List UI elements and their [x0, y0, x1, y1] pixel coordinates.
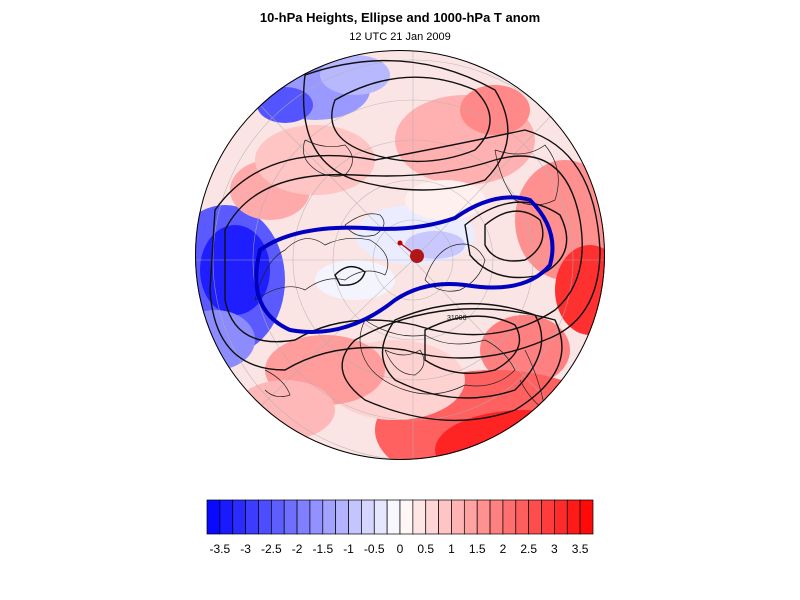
graticule	[195, 50, 605, 460]
colorbar-box	[463, 499, 478, 535]
colorbar-tick-label: -0.5	[364, 542, 385, 556]
colorbar-box	[502, 499, 517, 535]
colorbar-box	[309, 499, 324, 535]
colorbar-box	[476, 499, 491, 535]
colorbar-tick-label: 1	[448, 542, 455, 556]
pole-dot	[397, 240, 403, 246]
contour-label: 31000	[447, 315, 467, 322]
colorbar-box	[399, 499, 414, 535]
vortex-ellipse	[254, 195, 555, 334]
colorbar-box	[258, 499, 272, 535]
colorbar-box	[451, 499, 465, 535]
colorbar-box	[219, 499, 234, 535]
colorbar-box	[528, 499, 542, 535]
colorbar-tick-label: 2.5	[520, 542, 537, 556]
figure-title: 10-hPa Heights, Ellipse and 1000-hPa T a…	[259, 10, 541, 25]
colorbar-tick-label: 3	[551, 542, 558, 556]
ellipse-center-marker	[410, 249, 424, 263]
colorbar-box	[515, 499, 530, 535]
colorbar-box	[541, 499, 555, 535]
map-border	[195, 50, 605, 460]
colorbar-box	[386, 499, 401, 535]
colorbar-box	[283, 499, 298, 535]
colorbar-tick-label: -3.5	[210, 542, 231, 556]
colorbar-box	[425, 499, 439, 535]
colorbar-tick-label: 0.5	[417, 542, 434, 556]
colorbar-tick-label: 1.5	[469, 542, 486, 556]
polar-map: 31000	[195, 50, 605, 460]
colorbar-tick-label: -2	[292, 542, 303, 556]
colorbar-tick-label: -3	[240, 542, 251, 556]
colorbar-box	[206, 499, 221, 535]
colorbar-box	[245, 499, 259, 535]
colorbar-box	[566, 499, 581, 535]
colorbar-box	[554, 499, 568, 535]
colorbar-box	[322, 499, 337, 535]
colorbar-box	[361, 499, 375, 535]
colorbar-box	[438, 499, 452, 535]
colorbar-box	[270, 499, 285, 535]
colorbar-box	[335, 499, 349, 535]
colorbar-box	[232, 499, 246, 535]
colorbar-tick-label: -1.5	[312, 542, 333, 556]
colorbar-tick-label: -1	[343, 542, 354, 556]
colorbar-box	[489, 499, 504, 535]
colorbar-tick-label: 0	[397, 542, 404, 556]
colorbar: -3.5 -3 -2.5 -2 -1.5 -1 -0.5 0 0.5 1 1.5 2 2.5 3 3.5	[206, 499, 594, 556]
figure-subtitle: 12 UTC 21 Jan 2009	[349, 31, 451, 43]
colorbar-tick-label: 2	[500, 542, 507, 556]
colorbar-box	[373, 499, 388, 535]
colorbar-box	[412, 499, 427, 535]
colorbar-tick-label: -2.5	[261, 542, 282, 556]
colorbar-box	[348, 499, 362, 535]
colorbar-tick-label: 3.5	[572, 542, 589, 556]
colorbar-box	[579, 499, 594, 535]
colorbar-box	[296, 499, 311, 535]
